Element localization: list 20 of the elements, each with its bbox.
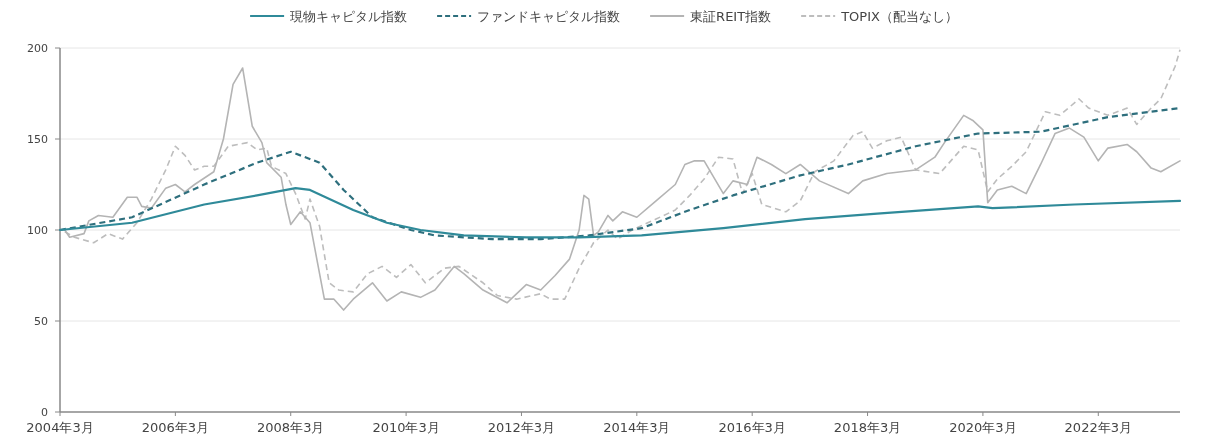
y-tick-label: 0 <box>41 406 48 419</box>
legend-label: TOPIX（配当なし） <box>840 9 958 24</box>
x-tick-label: 2016年3月 <box>718 420 786 435</box>
legend-label: 東証REIT指数 <box>690 9 772 24</box>
y-tick-label: 150 <box>27 133 48 146</box>
x-tick-label: 2014年3月 <box>603 420 671 435</box>
y-tick-label: 50 <box>34 315 48 328</box>
y-tick-label: 100 <box>27 224 48 237</box>
y-tick-label: 200 <box>27 42 48 55</box>
x-tick-label: 2012年3月 <box>487 420 556 435</box>
x-tick-label: 2004年3月 <box>26 420 94 435</box>
x-tick-label: 2020年3月 <box>949 420 1017 435</box>
x-tick-label: 2006年3月 <box>141 420 210 435</box>
x-tick-label: 2018年3月 <box>833 420 902 435</box>
x-tick-label: 2010年3月 <box>372 420 440 435</box>
line-series <box>58 187 1182 239</box>
x-tick-label: 2008年3月 <box>257 420 325 435</box>
legend-label: ファンドキャピタル指数 <box>477 9 621 24</box>
legend-label: 現物キャピタル指数 <box>290 9 408 24</box>
x-tick-label: 2022年3月 <box>1064 420 1132 435</box>
